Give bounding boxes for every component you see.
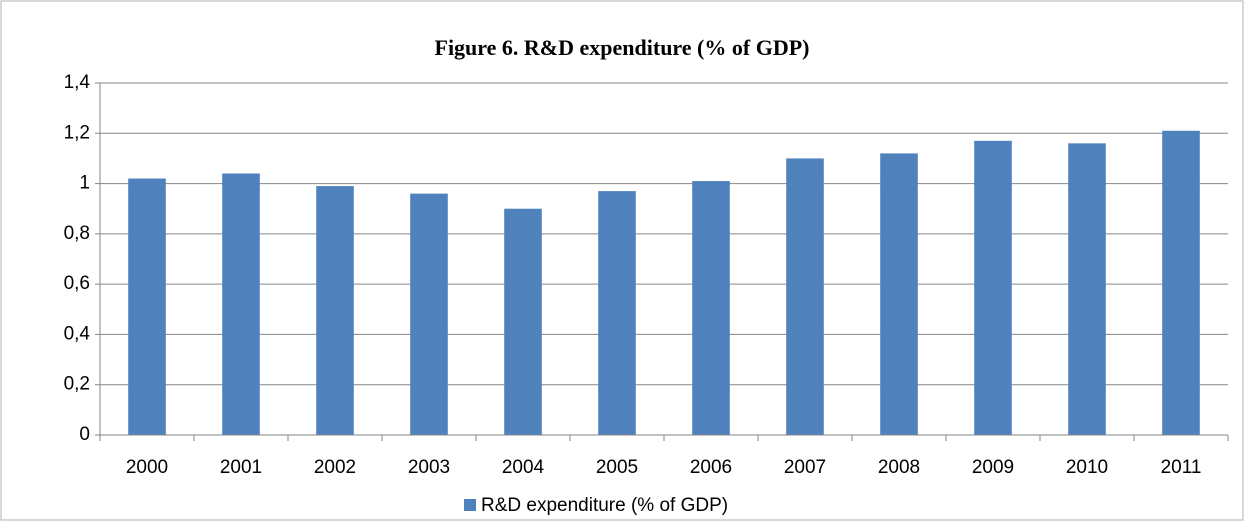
- y-tick-label: 0: [79, 424, 90, 445]
- bar: [1162, 130, 1200, 435]
- legend-swatch: [464, 499, 476, 511]
- legend-label: R&D expenditure (% of GDP): [481, 495, 728, 516]
- bar: [974, 140, 1012, 436]
- bar: [692, 181, 730, 435]
- bar: [786, 158, 824, 435]
- x-tick-label: 2002: [314, 457, 356, 478]
- bar: [598, 191, 636, 435]
- bar: [316, 186, 354, 435]
- bar: [880, 153, 918, 435]
- y-tick-label: 0,2: [64, 374, 90, 395]
- y-tick-label: 0,4: [64, 323, 91, 344]
- x-tick-label: 2010: [1066, 457, 1108, 478]
- x-tick-label: 2001: [220, 457, 262, 478]
- bar: [222, 173, 260, 435]
- bar: [410, 193, 448, 435]
- x-tick-label: 2000: [126, 457, 168, 478]
- x-tick-label: 2011: [1161, 457, 1202, 478]
- x-tick-label: 2006: [690, 457, 732, 478]
- bar: [1068, 143, 1106, 436]
- chart-title: Figure 6. R&D expenditure (% of GDP): [435, 35, 810, 60]
- x-tick-label: 2003: [408, 457, 450, 478]
- y-tick-label: 1,4: [64, 72, 91, 93]
- y-tick-label: 0,8: [64, 223, 90, 244]
- bar: [504, 208, 542, 435]
- x-tick-label: 2009: [972, 457, 1014, 478]
- x-tick-label: 2007: [784, 457, 826, 478]
- y-tick-label: 1: [79, 173, 90, 194]
- x-tick-label: 2005: [596, 457, 638, 478]
- y-tick-label: 0,6: [64, 273, 90, 294]
- bar: [128, 178, 166, 436]
- x-tick-label: 2004: [502, 457, 545, 478]
- y-tick-label: 1,2: [64, 122, 90, 143]
- x-tick-label: 2008: [878, 457, 920, 478]
